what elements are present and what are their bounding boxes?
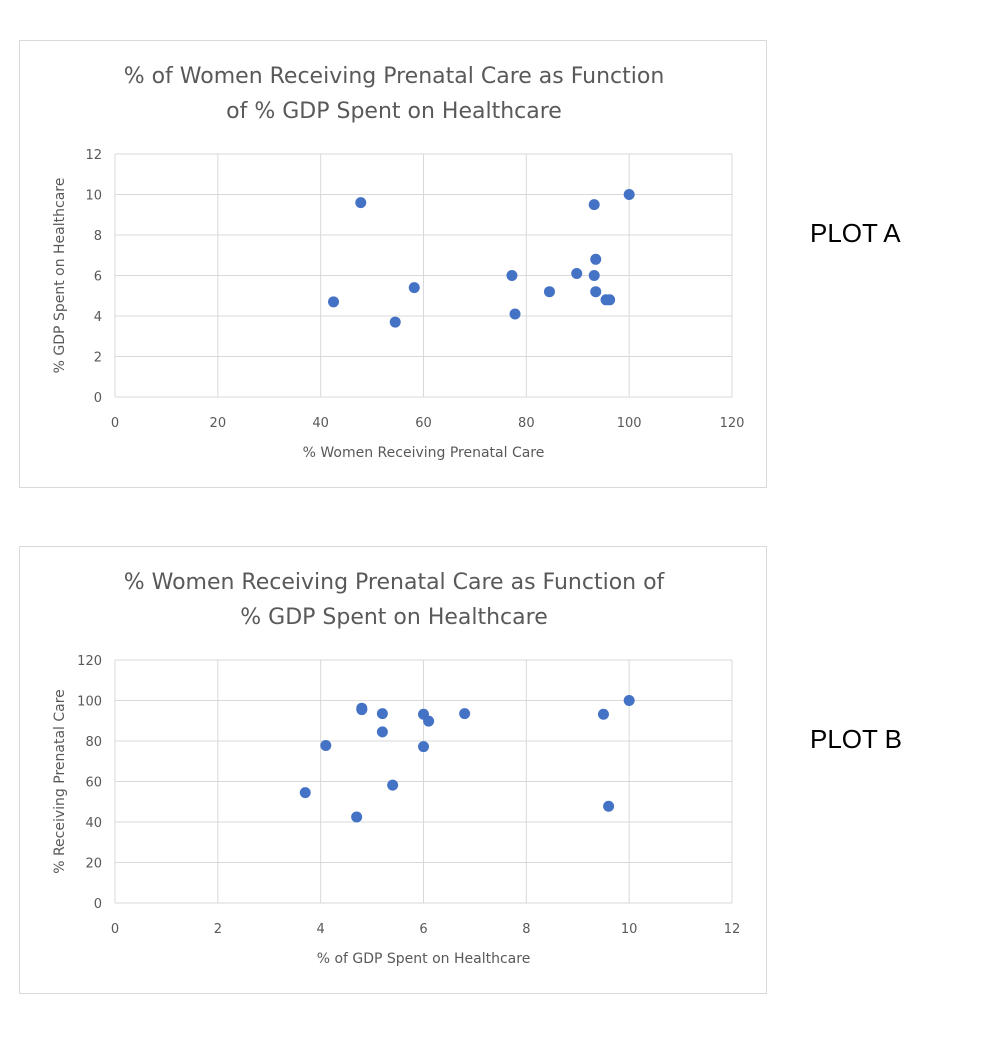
x-tick-label: 0 (111, 416, 119, 431)
y-tick-label: 100 (77, 695, 102, 710)
chart-a: % of Women Receiving Prenatal Care as Fu… (19, 40, 767, 488)
data-point (328, 296, 340, 308)
chart-title-line: % of Women Receiving Prenatal Care as Fu… (124, 64, 665, 89)
x-tick-label: 40 (312, 416, 329, 431)
y-tick-label: 0 (94, 391, 102, 406)
x-tick-label: 100 (617, 416, 642, 431)
y-axis-title: % GDP Spent on Healthcare (52, 178, 68, 374)
x-tick-label: 10 (621, 922, 638, 937)
y-axis-title: % Receiving Prenatal Care (52, 689, 68, 874)
x-tick-label: 0 (111, 922, 119, 937)
y-tick-label: 40 (85, 816, 102, 831)
x-axis-title: % Women Receiving Prenatal Care (303, 445, 545, 461)
y-tick-label: 20 (85, 857, 102, 872)
data-point (506, 270, 518, 281)
data-point (588, 199, 600, 211)
data-point (389, 316, 401, 328)
data-point (571, 267, 583, 279)
y-tick-label: 80 (85, 735, 102, 750)
data-point (423, 715, 435, 727)
x-tick-label: 60 (415, 416, 432, 431)
y-tick-label: 6 (94, 270, 102, 285)
data-point (590, 286, 602, 298)
chart-title-line: of % GDP Spent on Healthcare (226, 99, 562, 124)
data-point (509, 308, 521, 320)
data-point (356, 704, 368, 716)
data-point (590, 253, 602, 265)
y-tick-label: 12 (85, 148, 102, 163)
x-tick-label: 6 (419, 922, 427, 937)
y-tick-label: 60 (85, 776, 102, 791)
x-tick-label: 20 (210, 416, 227, 431)
data-point (603, 800, 615, 812)
y-tick-label: 0 (94, 897, 102, 912)
chart-title-line: % Women Receiving Prenatal Care as Funct… (124, 570, 666, 595)
chart-b-svg: % Women Receiving Prenatal Care as Funct… (52, 570, 741, 967)
plot-a-label: PLOT A (810, 218, 901, 248)
x-tick-label: 2 (214, 922, 222, 937)
chart-a-svg: % of Women Receiving Prenatal Care as Fu… (52, 64, 745, 461)
x-tick-label: 120 (720, 416, 745, 431)
data-point (387, 779, 399, 791)
chart-title-line: % GDP Spent on Healthcare (240, 605, 547, 630)
x-tick-label: 80 (518, 416, 535, 431)
data-point (597, 708, 609, 720)
data-point (299, 787, 311, 799)
plot-b-label: PLOT B (810, 724, 903, 754)
data-point (320, 739, 332, 751)
data-point (418, 741, 429, 753)
data-point (376, 708, 388, 720)
data-point (355, 197, 367, 209)
x-tick-label: 12 (724, 922, 741, 937)
data-point (376, 726, 388, 738)
y-tick-label: 2 (94, 351, 102, 366)
data-point (588, 270, 600, 281)
data-point (604, 294, 616, 306)
y-tick-label: 120 (77, 654, 102, 669)
x-axis-title: % of GDP Spent on Healthcare (317, 951, 531, 967)
data-point (623, 695, 635, 706)
data-point (623, 189, 635, 200)
x-tick-label: 8 (522, 922, 530, 937)
data-point (543, 286, 555, 298)
chart-b: % Women Receiving Prenatal Care as Funct… (19, 546, 767, 994)
y-tick-label: 8 (94, 229, 102, 244)
x-tick-label: 4 (317, 922, 325, 937)
data-point (351, 811, 363, 823)
y-tick-label: 4 (94, 310, 102, 325)
data-point (408, 282, 420, 294)
data-point (459, 708, 471, 720)
y-tick-label: 10 (85, 189, 102, 204)
